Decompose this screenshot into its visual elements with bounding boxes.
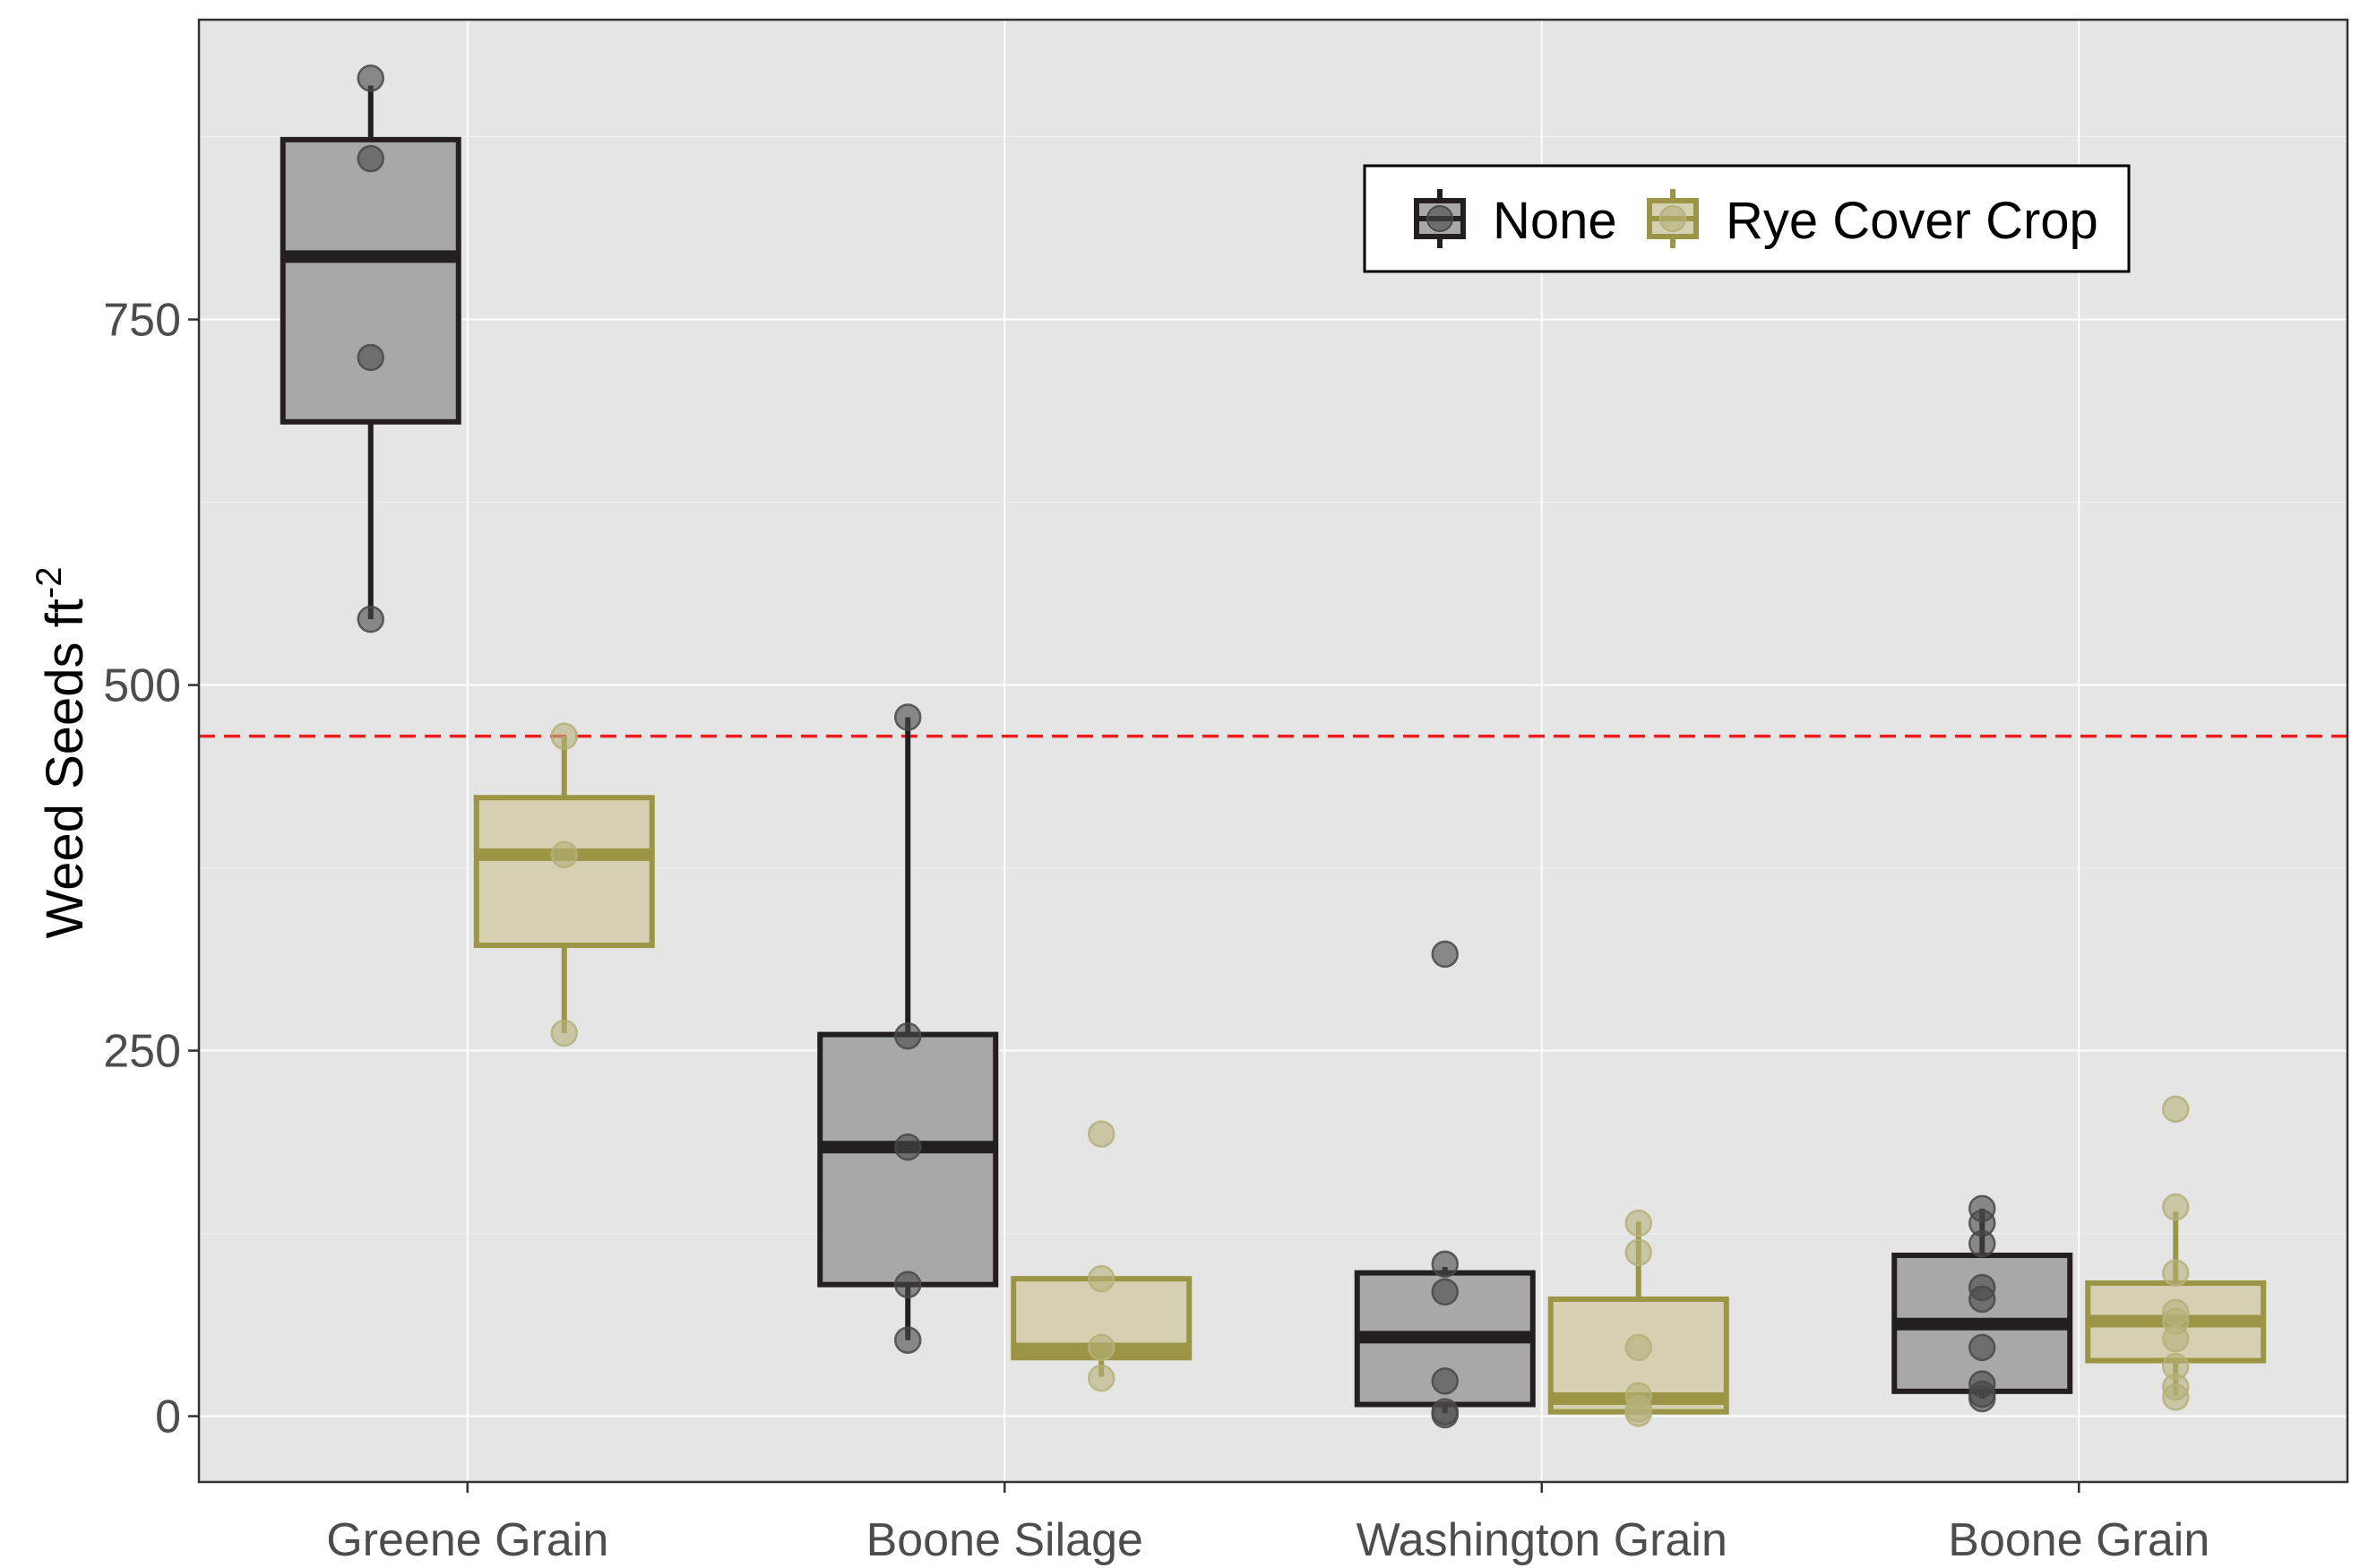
data-point <box>894 703 922 731</box>
box-rye-cover-crop <box>1547 1209 1729 1427</box>
data-point <box>1088 1264 1115 1293</box>
y-axis-title-superscript: -2 <box>30 567 69 599</box>
y-tick-label: 500 <box>103 660 181 712</box>
data-point <box>1431 1367 1459 1395</box>
data-point <box>357 343 384 372</box>
data-point <box>1968 1384 1996 1413</box>
data-point <box>550 1019 578 1047</box>
data-point <box>894 1021 922 1050</box>
legend: None Rye Cover Crop <box>1363 164 2131 273</box>
box-none <box>1354 940 1536 1429</box>
data-point <box>1968 1333 1996 1362</box>
data-point <box>550 722 578 750</box>
grid-lines <box>199 20 2347 1482</box>
data-point <box>357 605 384 633</box>
data-point <box>2162 1095 2190 1124</box>
y-axis-title: Weed Seeds ft-2 <box>30 567 94 939</box>
data-point <box>357 144 384 173</box>
data-point <box>2162 1259 2190 1287</box>
data-point <box>2162 1324 2190 1353</box>
legend-box <box>1363 164 2131 273</box>
legend-key-point <box>1426 205 1453 232</box>
box-rye-cover-crop <box>1011 1120 1193 1392</box>
data-point <box>1624 1209 1652 1237</box>
data-point <box>1088 1364 1115 1392</box>
data-point <box>1431 940 1459 969</box>
data-point <box>894 1271 922 1298</box>
box-layer <box>280 65 2267 1429</box>
data-point <box>1431 1250 1459 1279</box>
box-rye-cover-crop <box>473 722 655 1047</box>
data-point <box>894 1133 922 1161</box>
data-point <box>894 1326 922 1354</box>
box-rye-cover-crop <box>2085 1095 2267 1411</box>
y-axis-title-main: Weed Seeds ft <box>36 599 94 938</box>
legend-key-none <box>1414 189 1466 248</box>
plot-border <box>197 18 2349 1484</box>
data-point <box>1431 1400 1459 1429</box>
x-tick-label: Boone Grain <box>1948 1514 2209 1566</box>
y-tick-label: 0 <box>155 1391 181 1443</box>
data-point <box>1088 1120 1115 1148</box>
box-iqr <box>280 136 461 425</box>
data-point <box>1624 1238 1652 1267</box>
legend-label-rye-cover-crop: Rye Cover Crop <box>1726 192 2098 250</box>
data-point <box>550 840 578 869</box>
box-none <box>817 703 999 1354</box>
axis-layer: 0 250 500 750 Greene Grain Boone Silage Washin… <box>103 295 2209 1566</box>
x-tick-label: Washington Grain <box>1357 1514 1727 1566</box>
box-none <box>1891 1194 2073 1413</box>
data-point <box>1088 1333 1115 1362</box>
box-none <box>280 65 461 633</box>
box-iqr <box>473 795 655 949</box>
data-point <box>1624 1333 1652 1362</box>
legend-label-none: None <box>1493 192 1617 250</box>
y-tick-label: 250 <box>103 1026 181 1078</box>
y-tick-label: 750 <box>103 295 181 347</box>
data-point <box>1431 1278 1459 1306</box>
data-point <box>1968 1285 1996 1314</box>
data-point <box>1968 1229 1996 1258</box>
x-tick-label: Boone Silage <box>866 1514 1143 1566</box>
data-point <box>357 65 384 92</box>
legend-key-rye-cover-crop <box>1647 189 1699 248</box>
data-point <box>2162 1193 2190 1221</box>
data-point <box>2162 1383 2190 1411</box>
x-tick-label: Greene Grain <box>326 1514 608 1566</box>
data-point <box>1624 1400 1652 1427</box>
legend-key-point <box>1659 205 1686 232</box>
